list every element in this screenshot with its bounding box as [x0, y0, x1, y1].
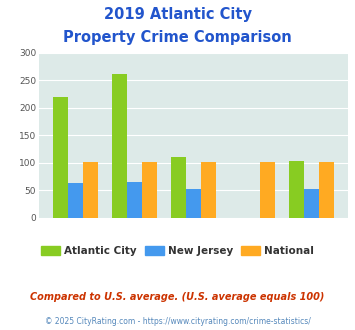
Bar	[68, 183, 83, 218]
Text: Property Crime Comparison: Property Crime Comparison	[63, 30, 292, 45]
Bar	[260, 162, 275, 218]
Bar	[142, 162, 157, 218]
Bar	[83, 162, 98, 218]
Bar	[127, 182, 142, 218]
Bar	[186, 189, 201, 218]
Text: Compared to U.S. average. (U.S. average equals 100): Compared to U.S. average. (U.S. average …	[30, 292, 325, 302]
Bar	[112, 74, 127, 218]
Bar	[304, 189, 319, 218]
Bar	[289, 161, 304, 218]
Text: 2019 Atlantic City: 2019 Atlantic City	[104, 7, 251, 21]
Text: © 2025 CityRating.com - https://www.cityrating.com/crime-statistics/: © 2025 CityRating.com - https://www.city…	[45, 317, 310, 326]
Bar	[201, 162, 216, 218]
Bar	[319, 162, 334, 218]
Bar	[53, 97, 68, 218]
Legend: Atlantic City, New Jersey, National: Atlantic City, New Jersey, National	[37, 242, 318, 260]
Bar	[171, 157, 186, 218]
